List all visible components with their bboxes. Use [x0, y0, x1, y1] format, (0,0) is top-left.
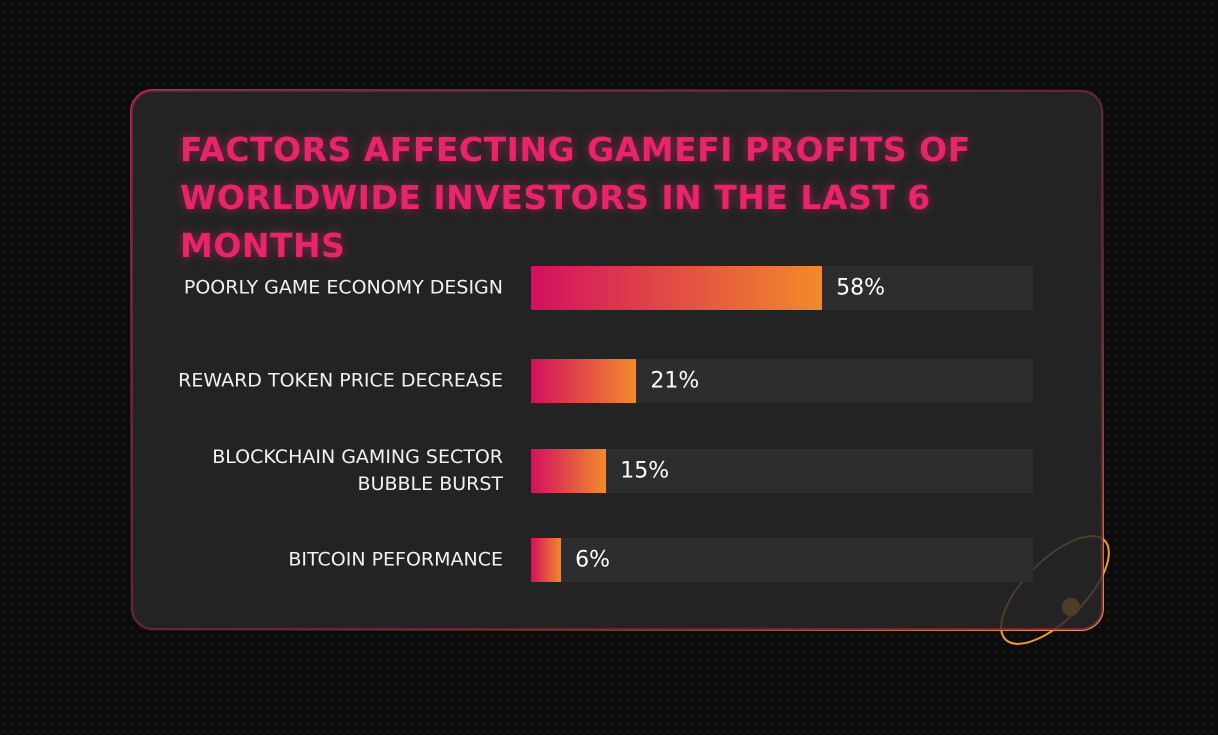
bar-track [531, 538, 1033, 582]
bar [531, 538, 562, 582]
value-label: 15% [620, 458, 670, 484]
bar [531, 266, 823, 310]
chart-title: FACTORS AFFECTING GAMEFI PROFITS OF WORL… [180, 130, 971, 265]
y-tick-label: POORLY GAME ECONOMY DESIGN [183, 276, 503, 299]
bar-track [531, 449, 1033, 493]
bar [531, 359, 637, 403]
bar [531, 449, 607, 493]
y-tick-label: BLOCKCHAIN GAMING SECTOR BUBBLE BURST [212, 446, 503, 495]
value-label: 58% [836, 275, 886, 301]
value-label: 21% [650, 368, 700, 394]
y-tick-label: REWARD TOKEN PRICE DECREASE [178, 369, 503, 392]
value-label: 6% [575, 547, 611, 573]
y-tick-label: BITCOIN PEFORMANCE [288, 548, 503, 571]
